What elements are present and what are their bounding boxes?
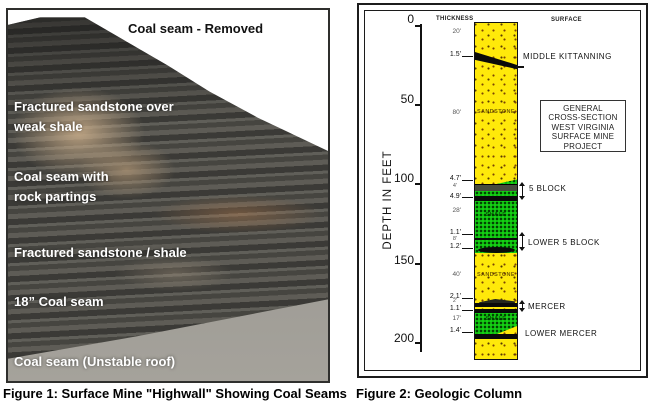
leader-2-1ft [462, 298, 473, 299]
project-info-box: GENERAL CROSS-SECTION WEST VIRGINIA SURF… [540, 100, 626, 152]
litho-sandstone-upper: SANDSTONE [476, 109, 516, 115]
tick-mark-150 [415, 263, 421, 265]
litho-sandstone-mid: SANDSTONE [476, 272, 516, 278]
thickness-28ft: 28' [452, 207, 461, 214]
photo-label-fractured-over-line1: Fractured sandstone over [14, 99, 174, 114]
info-line-1: GENERAL [563, 104, 603, 113]
layer-coal-lower-mercer [475, 334, 517, 339]
bracket-5block [519, 182, 526, 200]
layer-mercer-rider [479, 299, 515, 303]
photo-label-partings-line1: Coal seam with [14, 169, 109, 184]
figure1-caption: Figure 1: Surface Mine "Highwall" Showin… [3, 386, 347, 401]
leader-4-7ft [462, 180, 473, 181]
tick-100: 100 [393, 171, 414, 185]
photo-label-unstable-roof: Coal seam (Unstable roof) [14, 354, 176, 369]
photo-label-fractured-over-line2: weak shale [14, 119, 83, 134]
thickness-1-4ft: 1.4' [449, 327, 461, 334]
litho-shale-lower: SHALE [485, 316, 507, 322]
thickness-1-5ft: 1.5' [449, 51, 461, 58]
layer-coal-mercer-lower [475, 309, 517, 313]
thickness-40ft: 40' [452, 271, 461, 278]
seam-lower-5block: LOWER 5 BLOCK [528, 238, 600, 247]
leader-1-5ft [462, 56, 473, 57]
layer-coal-middle-kittanning [475, 52, 517, 70]
leader-1-2ft [462, 248, 473, 249]
thickness-2ft: 2' [452, 298, 457, 304]
layer-5block-parting [475, 191, 517, 196]
layer-coal-lower5block-lens [478, 247, 515, 253]
photo-label-coal-removed: Coal seam - Removed [128, 21, 264, 36]
header-surface: SURFACE [551, 17, 582, 23]
thickness-20ft: 20' [452, 28, 461, 35]
seam-middle-kittanning: MIDDLE KITTANNING [523, 52, 612, 61]
leader-1-1ft-b [462, 310, 473, 311]
leader-1-1ft-a [462, 234, 473, 235]
layer-shale-lower: SHALE [475, 313, 517, 334]
info-line-3: WEST VIRGINIA [551, 122, 615, 132]
thickness-4-9ft: 4.9' [449, 193, 461, 200]
leader-middle-kittanning [516, 66, 524, 68]
header-thickness: THICKNESS [436, 16, 474, 22]
photo-label-18in-coal: 18” Coal seam [14, 294, 104, 309]
thickness-1-1ft-a: 1.1' [449, 229, 461, 236]
info-line-2: CROSS-SECTION [548, 113, 618, 123]
thickness-17ft: 17' [452, 315, 461, 322]
layer-sand-wedge [497, 326, 517, 334]
seam-5block: 5 BLOCK [529, 184, 567, 193]
highwall-photo [6, 8, 330, 383]
thickness-4-7ft: 4.7' [449, 175, 461, 182]
bracket-lower-5block [519, 232, 526, 251]
tick-50: 50 [400, 92, 414, 106]
layer-coal-5block [475, 196, 517, 201]
layer-coal-mercer-upper [475, 303, 517, 307]
depth-axis-title: DEPTH IN FEET [382, 150, 394, 250]
info-line-5: PROJECT [563, 141, 603, 151]
tick-mark-200 [415, 342, 421, 344]
thickness-80ft: 80' [452, 109, 461, 116]
tick-mark-0 [415, 25, 421, 27]
tick-mark-50 [415, 104, 421, 106]
layer-coal-lower5block-upper [475, 238, 517, 240]
leader-1-4ft [462, 332, 473, 333]
bracket-mercer [519, 300, 526, 312]
photo-label-partings-line2: rock partings [14, 189, 97, 204]
info-line-4: SURFACE MINE [551, 132, 615, 142]
seam-lower-mercer: LOWER MERCER [525, 329, 598, 338]
thickness-1-1ft-b: 1.1' [449, 305, 461, 312]
depth-axis-line [420, 24, 422, 352]
thickness-4ft: 4' [452, 183, 457, 189]
layer-5block-green-wedge [491, 179, 517, 185]
tick-mark-100 [415, 183, 421, 185]
tick-0: 0 [407, 12, 414, 26]
layer-shale-upper: SHALE [475, 201, 517, 253]
photo-label-fractured-shale: Fractured sandstone / shale [14, 245, 187, 260]
stratigraphic-column: SANDSTONE SHALE SANDSTONE SHALE [474, 22, 518, 360]
thickness-2-1ft: 2.1' [449, 293, 461, 300]
figure2-caption: Figure 2: Geologic Column [356, 386, 523, 401]
thickness-8ft: 8' [452, 236, 457, 242]
layer-5block-rider [475, 184, 517, 191]
thickness-1-2ft: 1.2' [449, 243, 461, 250]
tick-150: 150 [393, 253, 414, 267]
tick-200: 200 [393, 331, 414, 345]
seam-mercer: MERCER [528, 302, 566, 311]
leader-4-9ft [462, 197, 473, 198]
litho-shale-upper: SHALE [485, 212, 507, 218]
